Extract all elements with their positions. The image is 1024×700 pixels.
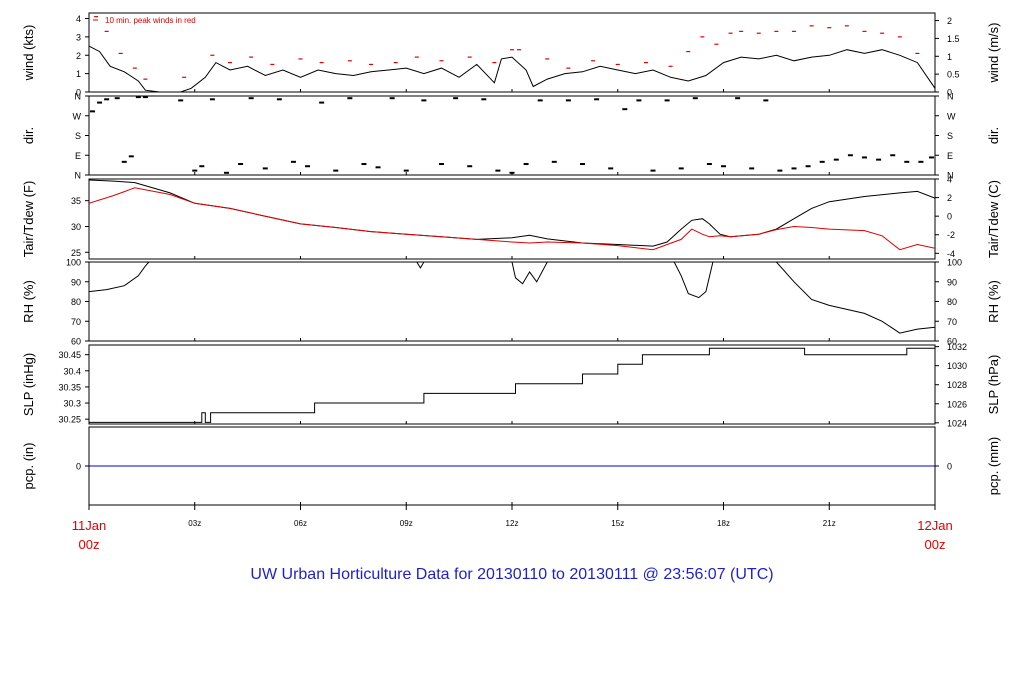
series-group (89, 16, 935, 92)
right-tick-label: 0 (947, 88, 952, 98)
left-tick-label: 30 (71, 222, 81, 232)
left-tick-label: N (75, 171, 82, 181)
series-line-wind (89, 45, 935, 92)
right-tick-label: 1030 (947, 361, 967, 371)
time-label-date: 12Jan (917, 518, 952, 533)
right-axis-title: pcp. (mm) (986, 437, 1001, 496)
series-group (89, 347, 935, 423)
left-tick-label: 35 (71, 196, 81, 206)
left-axis-title: pcp. (in) (21, 443, 36, 490)
right-tick-label: -4 (947, 249, 955, 259)
panel-frame (88, 344, 936, 425)
right-tick-label: E (947, 151, 953, 161)
left-tick-label: 1 (76, 69, 81, 79)
left-tick-label: 90 (71, 277, 81, 287)
left-tick-label: 30.4 (63, 366, 81, 376)
right-tick-label: S (947, 131, 953, 141)
time-label-date: 11Jan (72, 518, 106, 533)
time-label-hour: 00z (79, 537, 100, 552)
time-label: 12z (506, 519, 519, 528)
series-line-tair (89, 179, 935, 247)
panel-frame (88, 178, 936, 260)
left-tick-label: N (75, 92, 82, 102)
right-tick-label: 60 (947, 337, 957, 347)
panel-annotation: 10 min. peak winds in red (105, 16, 196, 25)
left-tick-label: 30.25 (58, 415, 81, 425)
right-tick-label: 100 (947, 258, 962, 268)
time-label: 06z (294, 519, 307, 528)
left-tick-label: 30.35 (58, 382, 81, 392)
right-axis-title: wind (m/s) (986, 23, 1001, 84)
right-tick-label: N (947, 171, 954, 181)
left-tick-label: 30.45 (58, 350, 81, 360)
time-label: 15z (611, 519, 624, 528)
right-axis-title: RH (%) (986, 280, 1001, 323)
left-axis-title: wind (kts) (21, 25, 36, 82)
series-line-slp (89, 347, 935, 423)
series-line-rh (89, 262, 935, 334)
left-tick-label: 0 (76, 88, 81, 98)
time-axis: 11Jan 00z 03z 06z 09z 12z 15z 18z 21z 12Jan 00z (72, 505, 953, 552)
left-tick-label: 60 (71, 337, 81, 347)
right-tick-label: 1.5 (947, 34, 960, 44)
right-tick-label: 0 (947, 462, 952, 472)
left-tick-label: 2 (76, 51, 81, 61)
panel-pcp: 0 0 pcp. (in) pcp. (mm) (21, 426, 1001, 506)
chart-caption: UW Urban Horticulture Data for 20130110 … (250, 566, 774, 583)
panel-wind: 0 1 2 3 4 0 0.5 1 1.5 2 wind (kts) wind (m/s) 10 min… (21, 12, 1001, 98)
left-tick-label: 30.3 (63, 399, 81, 409)
panel-slp: 30.25 30.3 30.35 30.4 30.45 1024 1026 1028 1030 1… (21, 342, 1001, 428)
panel-frame (88, 12, 936, 93)
left-tick-label: 100 (66, 258, 81, 268)
left-tick-label: E (75, 151, 81, 161)
time-label-hour: 00z (925, 537, 946, 552)
right-tick-label: 2 (947, 16, 952, 26)
right-tick-label: 2 (947, 193, 952, 203)
time-label: 03z (188, 519, 201, 528)
left-tick-label: W (73, 111, 82, 121)
right-tick-label: 0 (947, 212, 952, 222)
time-label: 21z (823, 519, 836, 528)
series-group (89, 262, 935, 334)
right-tick-label: 4 (947, 175, 952, 185)
right-tick-label: 1032 (947, 342, 967, 352)
right-tick-label: 80 (947, 297, 957, 307)
right-axis-title: SLP (hPa) (986, 355, 1001, 415)
left-tick-label: 80 (71, 297, 81, 307)
right-tick-label: 1028 (947, 380, 967, 390)
right-tick-label: N (947, 92, 954, 102)
right-tick-label: W (947, 111, 956, 121)
right-tick-label: 70 (947, 317, 957, 327)
left-axis-title: Tair/Tdew (F) (21, 181, 36, 258)
panel-frame (88, 95, 936, 176)
left-tick-label: 70 (71, 317, 81, 327)
left-tick-label: S (75, 131, 81, 141)
panel-rh: 60 70 80 90 100 60 70 80 90 100 RH (%) RH (%) (21, 258, 1001, 347)
right-tick-label: -2 (947, 230, 955, 240)
series-group (89, 179, 935, 251)
series-group (90, 96, 934, 174)
series-line-tdew (89, 187, 935, 251)
left-tick-label: 4 (76, 14, 81, 24)
right-tick-label: 1 (947, 52, 952, 62)
left-tick-label: 25 (71, 248, 81, 258)
right-tick-label: 1024 (947, 418, 967, 428)
left-tick-label: 0 (76, 462, 81, 472)
right-axis-title: Tair/Tdew (C) (986, 180, 1001, 258)
panel-frame (88, 261, 936, 342)
left-axis-title: RH (%) (21, 280, 36, 323)
right-axis-title: dir. (986, 127, 1001, 144)
right-tick-label: 1026 (947, 399, 967, 409)
time-label: 09z (400, 519, 413, 528)
meteogram: 0 1 2 3 4 0 0.5 1 1.5 2 wind (kts) wind (m/s) 10 min… (21, 12, 1001, 552)
left-axis-title: SLP (inHg) (21, 353, 36, 416)
left-tick-label: 3 (76, 32, 81, 42)
time-label: 18z (717, 519, 730, 528)
right-tick-label: 0.5 (947, 70, 960, 80)
panel-temp: 25 30 35 -4 -2 0 2 4 Tair/Tdew (F) Tair/Tdew (C) (21, 175, 1001, 260)
panels: 0 1 2 3 4 0 0.5 1 1.5 2 wind (kts) wind (m/s) 10 min… (21, 12, 1001, 506)
left-axis-title: dir. (21, 127, 36, 144)
right-tick-label: 90 (947, 277, 957, 287)
